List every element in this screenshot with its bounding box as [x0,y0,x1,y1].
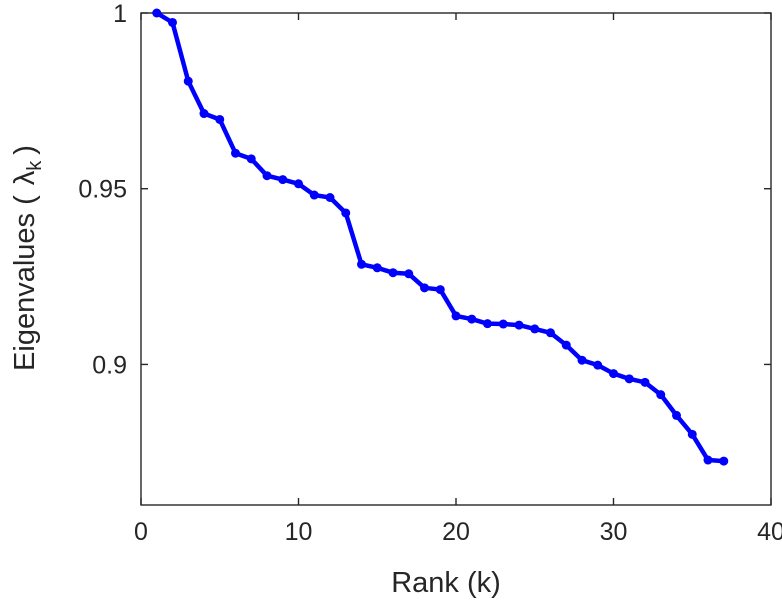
data-point [687,429,697,439]
series-line [154,10,726,464]
x-tick-label: 40 [757,518,782,546]
data-point [719,456,729,466]
y-axis-label: Eigenvalues ( λk) [9,145,46,371]
y-axis-label-subscript: k [24,160,46,171]
data-point [420,283,429,293]
data-point [514,320,524,330]
data-point [624,374,634,384]
data-point [183,76,193,86]
series-layer [152,8,729,466]
data-point [278,175,288,185]
y-tick-label: 0.95 [78,176,127,204]
data-point [609,369,618,379]
x-axis-label: Rank (k) [391,567,501,599]
data-point [294,179,303,189]
data-point [546,328,555,338]
data-point [498,319,508,329]
data-point [215,114,225,124]
axes-frame [140,12,772,506]
data-point [640,377,650,387]
y-axis-label-suffix: ) [9,145,41,155]
data-point [577,355,587,365]
data-point [152,8,162,18]
x-tick-label: 0 [134,518,148,546]
data-point [672,410,681,420]
data-point [388,268,398,278]
data-point [309,190,319,200]
data-point [530,324,540,334]
data-point [435,285,445,295]
data-point [656,390,666,400]
axes-box [140,12,772,506]
data-point [467,314,477,324]
x-tick-label: 10 [285,518,313,546]
data-point [341,208,351,218]
y-tick-label: 0.9 [92,351,127,379]
data-point [325,193,335,202]
y-tick-label: 1 [113,0,127,28]
data-point [404,269,414,279]
data-point [199,109,209,119]
data-point [168,17,177,27]
y-axis-label-prefix: Eigenvalues ( [9,195,41,371]
data-point [231,148,240,158]
y-axis-label-symbol: λ [9,170,41,185]
x-tick-label: 20 [442,518,470,546]
x-axis-ticks: 0 10 20 30 40 [134,13,782,546]
data-point [561,340,571,350]
data-point [483,319,492,329]
data-point [703,455,713,465]
data-point [357,259,366,269]
data-point [246,154,256,164]
data-point [451,311,461,321]
y-axis-ticks: 0.9 0.95 1 [78,0,771,379]
x-tick-label: 30 [600,518,628,546]
data-point [262,171,272,181]
data-point [372,263,382,273]
data-point [593,360,603,370]
